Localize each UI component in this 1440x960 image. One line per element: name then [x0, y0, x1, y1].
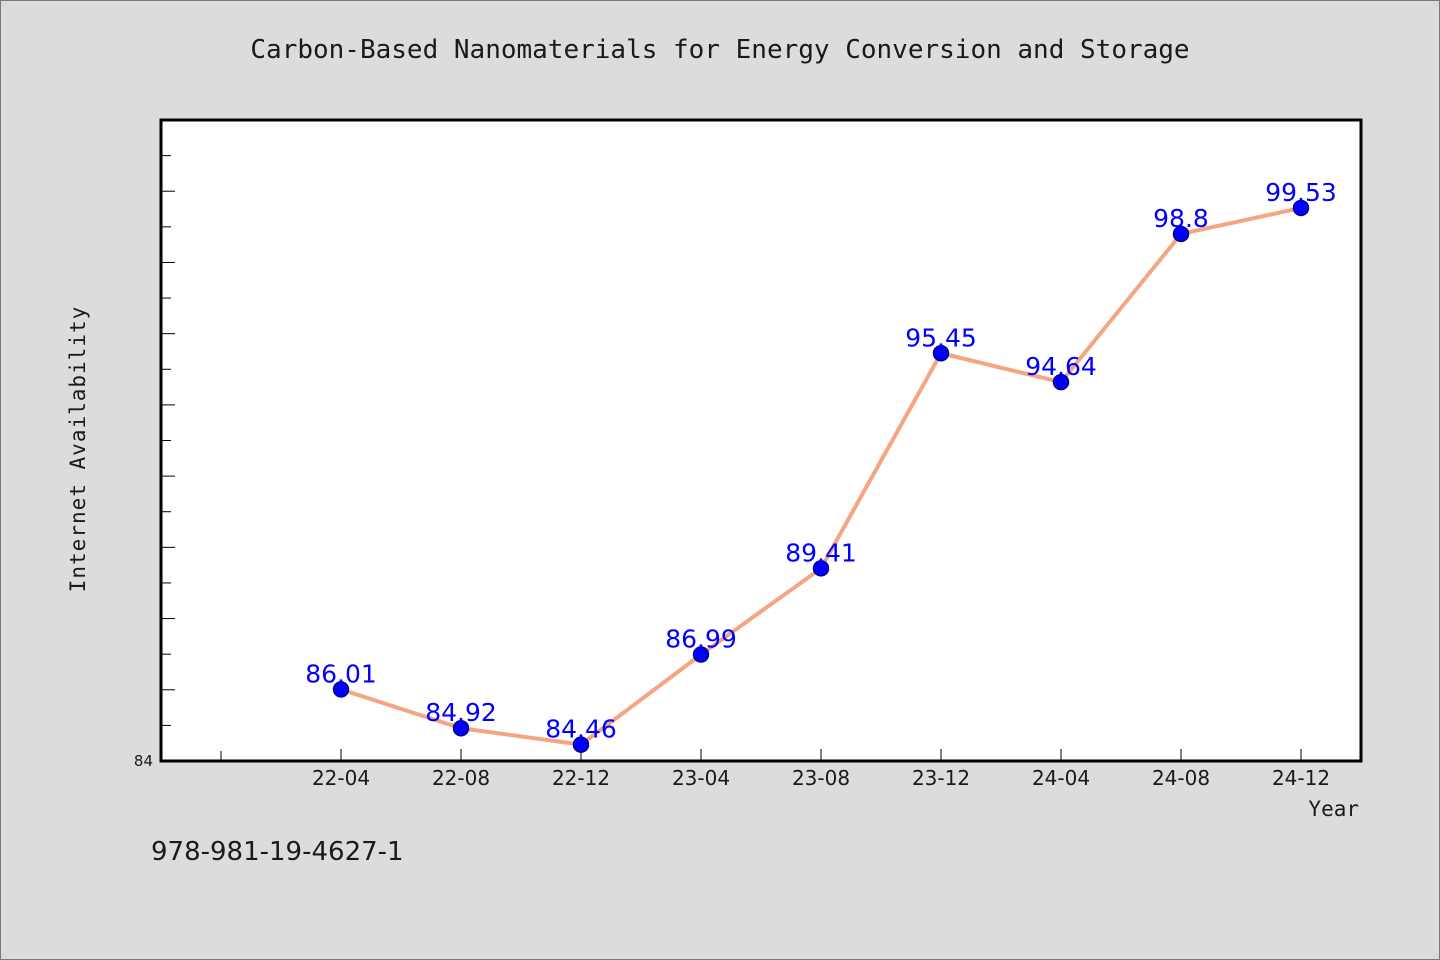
data-label: 95.45: [905, 323, 977, 352]
data-label: 89.41: [785, 538, 857, 567]
x-tick-label: 23-08: [792, 766, 850, 790]
data-labels: 86.01 84.92 84.46 86.99 89.41 95.45 94.64 98.8 9…: [305, 178, 1337, 744]
x-tick-label: 24-12: [1272, 766, 1330, 790]
data-label: 94.64: [1025, 352, 1097, 381]
x-tick-label: 24-04: [1032, 766, 1090, 790]
plot-area: [159, 118, 1363, 763]
chart-title: Carbon-Based Nanomaterials for Energy Co…: [250, 35, 1190, 65]
x-axis-label: Year: [1308, 797, 1359, 821]
data-point: [332, 681, 350, 698]
data-label: 99.53: [1265, 178, 1337, 207]
data-label: 84.46: [545, 715, 617, 744]
data-point: [452, 719, 470, 737]
data-point: [812, 560, 830, 577]
x-tick-label: 23-12: [912, 766, 970, 790]
x-tick-label: 24-08: [1152, 766, 1210, 790]
data-label: 84.92: [425, 698, 497, 727]
x-tick-label: 23-04: [672, 766, 730, 790]
x-tick-label: 22-08: [432, 766, 490, 790]
data-points: [332, 199, 1310, 753]
data-point: [932, 345, 950, 362]
x-axis-ticks: 22-04 22-08 22-12 23-04 23-08 23-12 24-04 24-08…: [220, 749, 1330, 790]
data-label: 86.99: [665, 625, 737, 654]
data-point: [1292, 199, 1310, 217]
data-label: 86.01: [305, 659, 377, 688]
y-tick-label: 84: [134, 752, 153, 770]
data-point: [572, 736, 590, 753]
data-point: [1172, 225, 1190, 243]
data-label: 98.8: [1153, 204, 1209, 233]
x-tick-label: 22-12: [552, 766, 610, 790]
data-point: [692, 646, 710, 663]
x-tick-label: 22-04: [312, 766, 370, 790]
isbn-text: 978-981-19-4627-1: [151, 837, 404, 867]
data-point: [1052, 373, 1070, 391]
y-axis-ticks: 84: [134, 155, 175, 770]
